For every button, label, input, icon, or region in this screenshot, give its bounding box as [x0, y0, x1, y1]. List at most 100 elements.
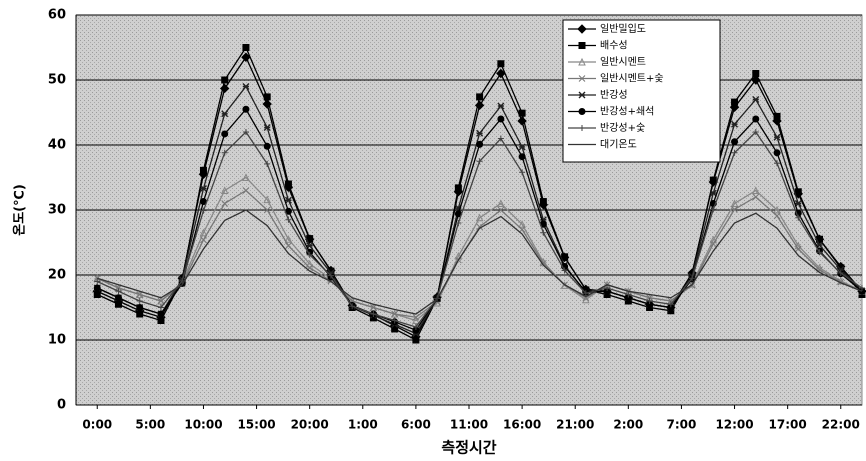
marker	[114, 294, 122, 302]
marker	[157, 297, 165, 305]
marker	[454, 184, 462, 192]
marker	[773, 149, 781, 157]
marker	[242, 129, 249, 135]
marker	[816, 249, 823, 256]
marker	[327, 272, 334, 279]
marker	[221, 149, 228, 156]
marker	[157, 310, 165, 318]
marker	[794, 200, 802, 207]
marker	[816, 266, 823, 274]
x-tick-label: 17:00	[769, 418, 807, 432]
marker	[773, 112, 781, 120]
marker	[349, 303, 356, 310]
marker	[795, 214, 802, 221]
marker	[263, 142, 271, 150]
marker	[412, 324, 419, 330]
x-tick-label: 1:00	[348, 418, 378, 432]
marker	[200, 236, 207, 244]
y-tick-label: 0	[57, 398, 66, 413]
marker	[518, 220, 526, 228]
marker	[476, 129, 484, 137]
y-tick-label: 10	[48, 333, 66, 348]
x-axis-label: 측정시간	[441, 439, 496, 457]
marker	[578, 108, 586, 115]
marker	[476, 158, 483, 165]
marker	[540, 229, 547, 236]
marker	[752, 129, 759, 135]
marker	[93, 284, 101, 292]
marker	[476, 93, 484, 101]
marker	[497, 206, 505, 214]
marker	[391, 310, 399, 318]
legend-label: 대기온도	[600, 139, 637, 151]
marker	[476, 223, 483, 231]
marker	[519, 169, 526, 176]
marker	[751, 186, 760, 194]
marker	[731, 120, 739, 128]
marker	[730, 199, 739, 207]
x-tick-label: 16:00	[503, 418, 541, 432]
marker	[625, 291, 632, 298]
marker	[242, 83, 250, 90]
marker	[136, 310, 144, 318]
marker	[199, 185, 207, 193]
x-tick-label: 22:00	[822, 418, 860, 432]
marker	[285, 216, 292, 223]
marker	[709, 176, 717, 184]
y-axis-label: 온도(℃)	[13, 184, 28, 236]
marker	[306, 251, 313, 258]
marker	[752, 96, 760, 103]
marker	[859, 285, 865, 291]
x-tick-label: 6:00	[401, 418, 431, 432]
marker	[199, 166, 207, 174]
marker	[455, 220, 462, 226]
marker	[94, 278, 101, 285]
marker	[284, 180, 292, 188]
marker	[221, 130, 229, 138]
marker	[774, 160, 781, 167]
y-tick-label: 20	[48, 268, 66, 283]
marker	[157, 317, 165, 324]
marker	[794, 245, 802, 253]
marker	[475, 213, 484, 222]
marker	[263, 93, 271, 101]
marker	[221, 200, 229, 207]
marker	[242, 44, 250, 51]
marker	[709, 189, 717, 197]
marker	[136, 304, 144, 311]
marker	[412, 336, 420, 344]
marker	[412, 316, 420, 324]
marker	[284, 235, 293, 243]
marker	[667, 297, 675, 305]
marker	[220, 186, 229, 194]
marker	[710, 206, 717, 213]
x-tick-label: 15:00	[237, 418, 275, 432]
legend-label: 일반시멘트	[600, 56, 646, 68]
marker	[497, 102, 505, 110]
legend-label: 일반시멘트+숯	[600, 73, 664, 85]
marker	[577, 24, 587, 34]
marker	[837, 270, 844, 277]
marker	[221, 110, 229, 118]
marker	[578, 91, 586, 99]
x-tick-label: 11:00	[450, 418, 488, 432]
marker	[497, 60, 505, 68]
marker	[578, 42, 586, 49]
marker	[578, 57, 586, 66]
marker	[93, 274, 101, 282]
marker	[496, 68, 506, 79]
marker	[157, 304, 164, 311]
legend-label: 반강성	[600, 89, 628, 101]
marker	[582, 290, 589, 297]
marker	[136, 298, 143, 304]
marker	[731, 98, 739, 106]
marker	[752, 193, 760, 201]
marker	[242, 105, 250, 113]
x-tick-label: 7:00	[667, 418, 697, 432]
x-tick-label: 10:00	[184, 418, 222, 432]
marker	[518, 153, 526, 161]
x-tick-label: 0:00	[82, 418, 112, 432]
legend-label: 반강성+쇄석	[600, 106, 654, 118]
